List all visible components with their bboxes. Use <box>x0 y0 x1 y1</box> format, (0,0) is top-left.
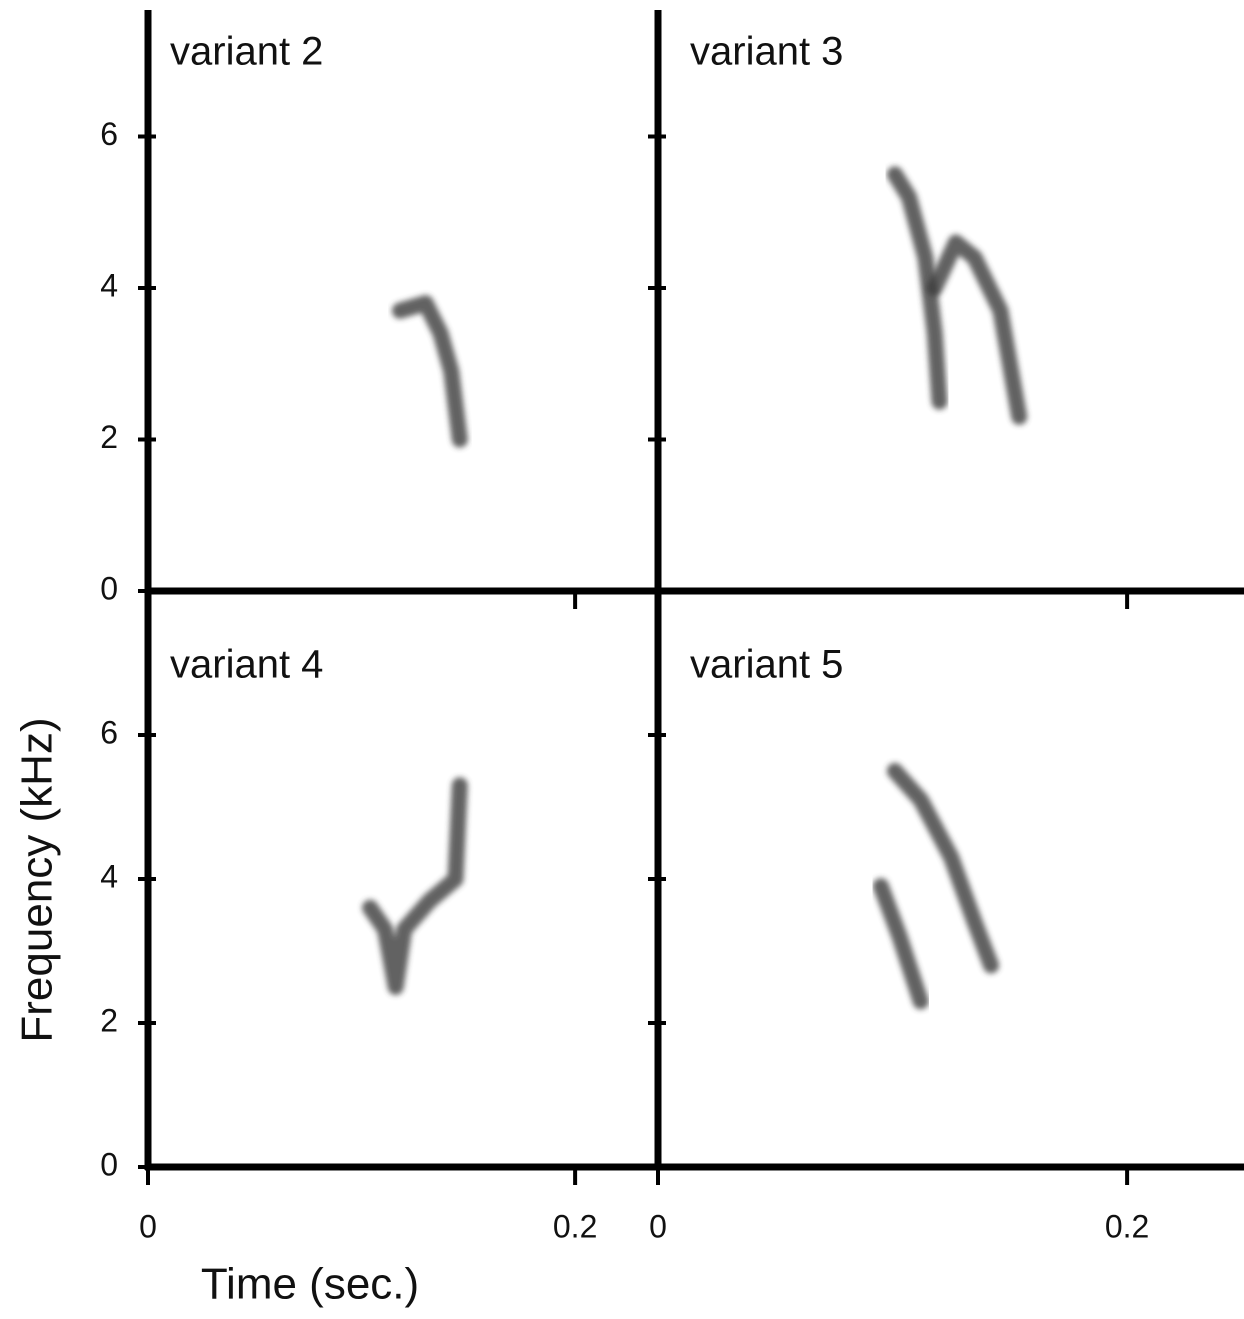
trace <box>392 295 468 448</box>
panel-title: variant 5 <box>690 643 843 687</box>
x-tick-label: 0.2 <box>1105 1208 1149 1244</box>
x-tick-label: 0 <box>139 1208 157 1244</box>
y-tick-label: 0 <box>100 570 118 606</box>
y-tick-label: 2 <box>100 1002 118 1038</box>
y-tick-label: 6 <box>100 116 118 152</box>
y-tick-label: 6 <box>100 714 118 750</box>
y-tick-label: 0 <box>100 1146 118 1182</box>
x-tick-label: 0 <box>649 1208 667 1244</box>
panel-title: variant 4 <box>170 643 323 687</box>
trace <box>886 166 948 410</box>
panel-title: variant 2 <box>170 30 323 74</box>
trace <box>886 763 1000 974</box>
trace <box>362 777 468 995</box>
y-axis-label: Frequency (kHz) <box>13 717 62 1042</box>
trace <box>872 878 929 1010</box>
y-tick-label: 4 <box>100 858 118 894</box>
x-tick-label: 0.2 <box>553 1208 597 1244</box>
panel-title: variant 3 <box>690 30 843 74</box>
trace <box>926 234 1028 425</box>
x-axis-label: Time (sec.) <box>201 1260 419 1309</box>
y-tick-label: 4 <box>100 267 118 303</box>
y-tick-label: 2 <box>100 419 118 455</box>
